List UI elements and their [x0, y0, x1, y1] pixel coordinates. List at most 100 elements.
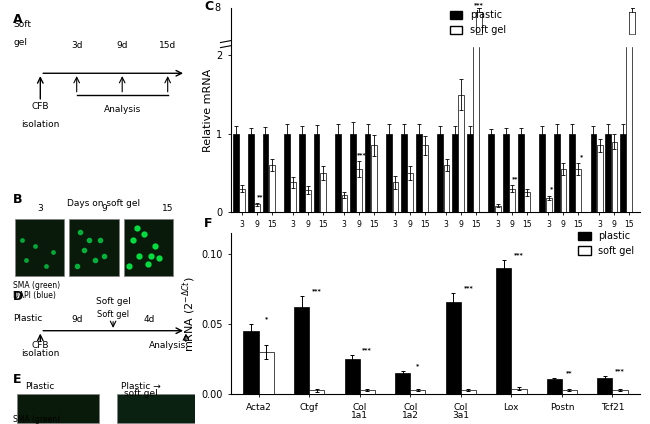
- Y-axis label: Relative mRNA: Relative mRNA: [203, 69, 213, 152]
- Text: Col1a2: Col1a2: [395, 310, 424, 319]
- Bar: [620, 134, 626, 212]
- Text: Soft: Soft: [13, 20, 31, 29]
- Bar: [359, 390, 375, 394]
- Bar: [540, 134, 545, 212]
- Text: ***: ***: [358, 152, 367, 157]
- Text: ***: ***: [514, 252, 524, 257]
- Text: ***: ***: [363, 347, 372, 352]
- Bar: [248, 134, 254, 212]
- Bar: [496, 268, 512, 394]
- Text: Days on soft gel: Days on soft gel: [68, 199, 140, 208]
- Text: DAPI (blue): DAPI (blue): [13, 291, 56, 300]
- Bar: [269, 165, 275, 212]
- Text: Analysis: Analysis: [103, 106, 141, 114]
- Bar: [314, 134, 319, 212]
- Bar: [562, 390, 577, 394]
- Text: C: C: [204, 0, 213, 13]
- Legend: plastic, soft gel: plastic, soft gel: [448, 9, 507, 36]
- Bar: [335, 134, 341, 212]
- Text: **: **: [512, 176, 519, 181]
- Text: Lox: Lox: [505, 310, 519, 319]
- Text: 9: 9: [101, 204, 107, 213]
- Bar: [243, 331, 259, 394]
- Text: Tcf21: Tcf21: [603, 310, 625, 319]
- Bar: [401, 134, 407, 212]
- Text: **: **: [257, 194, 263, 199]
- Bar: [356, 169, 362, 212]
- Bar: [233, 134, 239, 212]
- Bar: [597, 145, 603, 212]
- Bar: [547, 379, 562, 394]
- Bar: [259, 352, 274, 394]
- Text: isolation: isolation: [21, 120, 60, 129]
- Text: Plastic: Plastic: [25, 382, 55, 391]
- Bar: [467, 134, 473, 212]
- Y-axis label: mRNA (2$^{-ΔCt}$): mRNA (2$^{-ΔCt}$): [181, 276, 198, 351]
- Text: gel: gel: [13, 38, 27, 47]
- Bar: [371, 145, 377, 212]
- Bar: [458, 95, 464, 212]
- Text: 4d: 4d: [144, 315, 155, 324]
- Bar: [560, 169, 566, 212]
- Text: CFB: CFB: [32, 340, 49, 350]
- Text: 8: 8: [214, 3, 220, 14]
- Text: 15d: 15d: [159, 41, 176, 50]
- FancyBboxPatch shape: [15, 220, 64, 276]
- Text: A: A: [13, 13, 23, 26]
- Bar: [612, 390, 628, 394]
- Text: Postn: Postn: [552, 310, 575, 319]
- Bar: [309, 390, 324, 394]
- Text: Soft gel: Soft gel: [97, 310, 129, 319]
- Text: Col3a1: Col3a1: [447, 310, 476, 319]
- Bar: [503, 134, 509, 212]
- Bar: [294, 307, 309, 394]
- Text: ***: ***: [463, 286, 473, 290]
- Bar: [291, 182, 296, 212]
- Bar: [512, 389, 526, 394]
- Text: *: *: [550, 187, 553, 192]
- Text: ***: ***: [474, 2, 484, 7]
- Bar: [518, 134, 524, 212]
- Text: Soft gel: Soft gel: [96, 297, 131, 306]
- Bar: [597, 377, 612, 394]
- Bar: [386, 134, 392, 212]
- Bar: [416, 134, 422, 212]
- Bar: [254, 204, 260, 212]
- Text: E: E: [13, 373, 21, 386]
- Text: Acta2: Acta2: [245, 310, 268, 319]
- FancyBboxPatch shape: [17, 394, 99, 423]
- FancyBboxPatch shape: [70, 220, 118, 276]
- Bar: [341, 195, 347, 212]
- Bar: [524, 192, 530, 212]
- Text: 3d: 3d: [71, 41, 83, 50]
- Text: B: B: [13, 193, 23, 206]
- Bar: [306, 190, 311, 212]
- Text: SMA (green): SMA (green): [13, 415, 60, 424]
- Text: 9d: 9d: [116, 41, 128, 50]
- FancyBboxPatch shape: [124, 220, 173, 276]
- Bar: [446, 302, 461, 394]
- Bar: [575, 169, 581, 212]
- Bar: [488, 134, 494, 212]
- Text: **: **: [566, 370, 573, 375]
- Text: D: D: [13, 290, 23, 304]
- Text: Plastic →: Plastic →: [120, 382, 161, 391]
- Bar: [452, 134, 458, 212]
- Bar: [569, 134, 575, 212]
- Text: isolation: isolation: [21, 349, 60, 358]
- Bar: [350, 134, 356, 212]
- Text: ***: ***: [312, 288, 322, 293]
- Bar: [510, 189, 515, 212]
- Bar: [590, 134, 596, 212]
- Bar: [546, 198, 552, 212]
- Text: *: *: [416, 363, 419, 368]
- Text: Col1a1: Col1a1: [344, 310, 373, 319]
- Text: 9d: 9d: [71, 315, 83, 324]
- Bar: [473, 36, 479, 212]
- Bar: [408, 173, 413, 212]
- Bar: [231, 35, 640, 46]
- FancyBboxPatch shape: [117, 394, 199, 423]
- Bar: [554, 134, 560, 212]
- Bar: [627, 36, 632, 212]
- Bar: [395, 373, 410, 394]
